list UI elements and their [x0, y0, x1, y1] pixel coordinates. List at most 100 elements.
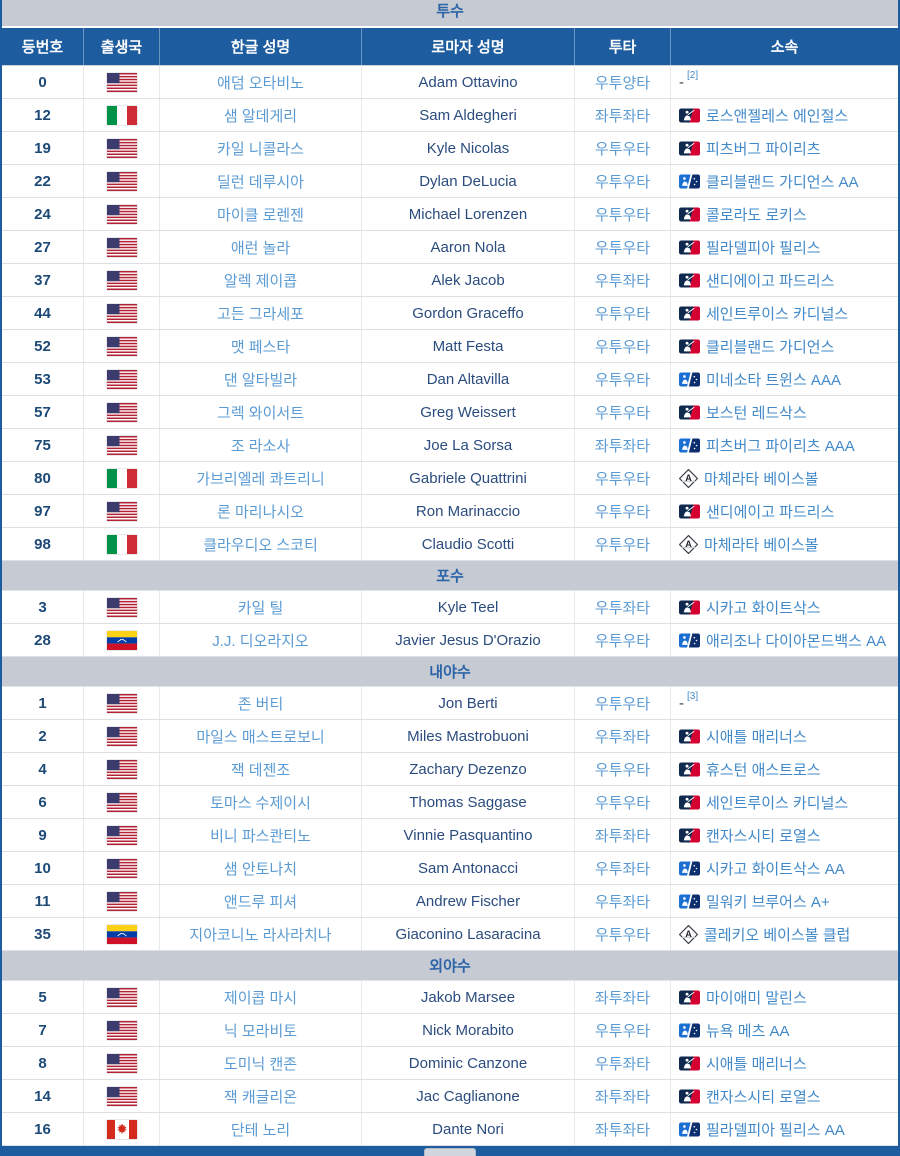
korean-name-link[interactable]: 알렉 제이콥: [223, 272, 298, 290]
hand-link[interactable]: 우투좌타: [594, 860, 651, 878]
korean-name-link[interactable]: 고든 그라세포: [217, 305, 304, 323]
korean-name-link[interactable]: 조 라소사: [230, 437, 291, 455]
hand-link[interactable]: 우투우타: [594, 173, 651, 191]
korean-name-link[interactable]: 카일 틸: [237, 599, 284, 617]
affiliation-link[interactable]: 시애틀 매리너스: [706, 1055, 807, 1073]
hand-link[interactable]: 좌투좌타: [594, 1121, 651, 1139]
hand-link[interactable]: 우투우타: [594, 470, 651, 488]
hand-link[interactable]: 우투우타: [594, 239, 651, 257]
affiliation-link[interactable]: 세인트루이스 카디널스: [706, 794, 849, 812]
affiliation-link[interactable]: 보스턴 레드삭스: [706, 404, 807, 422]
affiliation-link[interactable]: 클리블랜드 가디언스 AA: [706, 173, 859, 191]
affiliation-link[interactable]: 피츠버그 파이리츠 AAA: [706, 437, 855, 455]
us-flag-icon: [106, 237, 137, 257]
korean-name-link[interactable]: 닉 모라비토: [223, 1022, 298, 1040]
cell-number: 10: [2, 852, 84, 884]
hand-link[interactable]: 좌투좌타: [594, 827, 651, 845]
korean-name-link[interactable]: 애덤 오타비노: [217, 74, 304, 92]
affiliation-link[interactable]: 샌디에이고 파드리스: [706, 503, 835, 521]
korean-name-link[interactable]: 맷 페스타: [230, 338, 291, 356]
korean-name-link[interactable]: 카일 니콜라스: [217, 140, 304, 158]
player-row: 8 도미닉 캔존 Dominic Canzone 우투좌타 시애틀 매리너스: [2, 1047, 898, 1080]
hand-link[interactable]: 우투좌타: [594, 272, 651, 290]
korean-name-link[interactable]: J.J. 디오라지오: [212, 632, 309, 650]
affiliation-link[interactable]: 마체라타 베이스볼: [704, 536, 819, 554]
korean-name-link[interactable]: 딜런 데루시아: [217, 173, 304, 191]
korean-name-link[interactable]: 제이콥 마시: [223, 989, 298, 1007]
affiliation-link[interactable]: 휴스턴 애스트로스: [706, 761, 821, 779]
hand-link[interactable]: 우투좌타: [594, 1055, 651, 1073]
hand-link[interactable]: 우투우타: [594, 338, 651, 356]
korean-name-link[interactable]: 애런 놀라: [230, 239, 291, 257]
affiliation-link[interactable]: 시애틀 매리너스: [706, 728, 807, 746]
hand-link[interactable]: 우투우타: [594, 404, 651, 422]
affiliation-link[interactable]: 시카고 화이트삭스 AA: [706, 860, 845, 878]
cell-number: 80: [2, 462, 84, 494]
collapse-button[interactable]: [424, 1148, 476, 1156]
affiliation-link[interactable]: 로스앤젤레스 에인절스: [706, 107, 849, 125]
hand-link[interactable]: 우투우타: [594, 1022, 651, 1040]
affiliation-link[interactable]: 샌디에이고 파드리스: [706, 272, 835, 290]
affiliation-link[interactable]: 필라델피아 필리스 AA: [706, 1121, 845, 1139]
korean-name-link[interactable]: 마이클 로렌젠: [217, 206, 304, 224]
affiliation-link[interactable]: 필라델피아 필리스: [706, 239, 821, 257]
hand-link[interactable]: 좌투좌타: [594, 989, 651, 1007]
korean-name-link[interactable]: 단테 노리: [230, 1121, 291, 1139]
footnote-link[interactable]: [3]: [687, 691, 699, 702]
hand-link[interactable]: 우투우타: [594, 794, 651, 812]
affiliation-link[interactable]: 애리조나 다이아몬드백스 AA: [706, 632, 887, 650]
affiliation-link[interactable]: 마이애미 말린스: [706, 989, 807, 1007]
korean-name-link[interactable]: 앤드루 피셔: [223, 893, 298, 911]
affiliation-link[interactable]: 뉴욕 메츠 AA: [706, 1022, 790, 1040]
hand-link[interactable]: 우투좌타: [594, 893, 651, 911]
korean-name-link[interactable]: 잭 캐글리온: [223, 1088, 298, 1106]
korean-name-link[interactable]: 샘 안토나치: [223, 860, 298, 878]
hand-link[interactable]: 우투우타: [594, 632, 651, 650]
affiliation-link[interactable]: 밀워키 브루어스 A+: [706, 893, 830, 911]
affiliation-link[interactable]: 미네소타 트윈스 AAA: [706, 371, 841, 389]
korean-name-link[interactable]: 가브리엘레 콰트리니: [196, 470, 325, 488]
korean-name-link[interactable]: 비니 파스콴티노: [210, 827, 311, 845]
player-row: 5 제이콥 마시 Jakob Marsee 좌투좌타 마이애미 말린스: [2, 981, 898, 1014]
korean-name-link[interactable]: 클라우디오 스코티: [203, 536, 318, 554]
cell-roman-name: Thomas Saggase: [362, 786, 575, 818]
korean-name-link[interactable]: 도미닉 캔존: [223, 1055, 298, 1073]
hand-link[interactable]: 우투우타: [594, 371, 651, 389]
affiliation-link[interactable]: 시카고 화이트삭스: [706, 599, 821, 617]
hand-link[interactable]: 좌투좌타: [594, 1088, 651, 1106]
korean-name-link[interactable]: 그렉 와이서트: [217, 404, 304, 422]
hand-link[interactable]: 우투좌타: [594, 728, 651, 746]
korean-name-link[interactable]: 잭 데젠조: [230, 761, 291, 779]
korean-name-link[interactable]: 토마스 수제이시: [210, 794, 311, 812]
affiliation-link[interactable]: 마체라타 베이스볼: [704, 470, 819, 488]
hand-link[interactable]: 우투우타: [594, 305, 651, 323]
korean-name-link[interactable]: 론 마리나시오: [217, 503, 304, 521]
korean-name-link[interactable]: 존 버티: [237, 695, 284, 713]
hand-link[interactable]: 좌투좌타: [594, 437, 651, 455]
footnote-link[interactable]: [2]: [687, 70, 699, 81]
hand-link[interactable]: 우투우타: [594, 536, 651, 554]
hand-link[interactable]: 우투우타: [594, 926, 651, 944]
affiliation-link[interactable]: 피츠버그 파이리츠: [706, 140, 821, 158]
affiliation-link[interactable]: 캔자스시티 로열스: [706, 827, 821, 845]
affiliation-link[interactable]: 콜레키오 베이스볼 클럽: [704, 926, 851, 944]
hand-link[interactable]: 우투우타: [594, 761, 651, 779]
hand-link[interactable]: 우투양타: [594, 74, 651, 92]
hand-link[interactable]: 우투좌타: [594, 599, 651, 617]
korean-name-link[interactable]: 지아코니노 라사라치나: [189, 926, 332, 944]
korean-name-link[interactable]: 마일스 매스트로보니: [196, 728, 325, 746]
cell-korean-name: 마이클 로렌젠: [160, 198, 362, 230]
affiliation-link[interactable]: 캔자스시티 로열스: [706, 1088, 821, 1106]
hand-link[interactable]: 우투우타: [594, 206, 651, 224]
affiliation-link[interactable]: 세인트루이스 카디널스: [706, 305, 849, 323]
affiliation-link[interactable]: 콜로라도 로키스: [706, 206, 807, 224]
korean-name-link[interactable]: 샘 알데게리: [223, 107, 298, 125]
hand-link[interactable]: 우투우타: [594, 503, 651, 521]
cell-affiliation: 필라델피아 필리스: [671, 231, 898, 263]
hand-link[interactable]: 우투우타: [594, 140, 651, 158]
hand-link[interactable]: 우투우타: [594, 695, 651, 713]
affiliation-link[interactable]: 클리블랜드 가디언스: [706, 338, 835, 356]
hand-link[interactable]: 좌투좌타: [594, 107, 651, 125]
korean-name-link[interactable]: 댄 알타빌라: [223, 371, 298, 389]
